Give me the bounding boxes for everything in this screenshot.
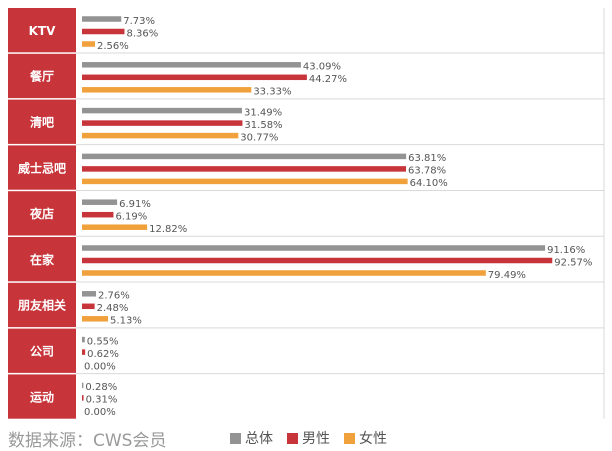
legend-item-male: 男性 <box>287 428 330 448</box>
category-background <box>8 53 76 99</box>
data-label: 30.77% <box>240 132 278 143</box>
category-row: 在家 91.16%92.57% 79.49% <box>8 237 604 283</box>
category-label: 朋友相关 <box>17 298 66 313</box>
category-background <box>8 145 76 190</box>
category-row: KTV 7.73%8.36% 2.56% <box>8 8 604 54</box>
legend-swatch-female <box>344 432 355 444</box>
bar-overall <box>82 382 84 389</box>
data-label: 0.55% <box>87 336 119 347</box>
bar-overall <box>82 199 118 205</box>
category-row: 威士忌吧 63.81% 63.78%64.10% <box>8 145 604 191</box>
bar-male <box>82 166 407 172</box>
category-background <box>8 328 76 373</box>
data-label: 5.13% <box>110 316 142 327</box>
data-source: 数据来源：CWS会员 <box>8 431 167 451</box>
data-label: 91.16% <box>547 245 585 256</box>
legend-label-female: 女性 <box>359 431 387 447</box>
bar-female <box>82 224 148 230</box>
category-background <box>8 191 76 236</box>
legend-label-overall: 总体 <box>245 431 273 447</box>
category-background <box>8 99 76 144</box>
bar-female <box>82 316 109 322</box>
data-label: 31.49% <box>244 107 282 118</box>
data-label: 12.82% <box>149 224 187 235</box>
bar-overall <box>82 336 85 343</box>
chart-footer: 数据来源：CWS会员 总体 男性 女性 <box>0 424 612 451</box>
data-label: 31.58% <box>244 120 282 131</box>
category-row: 公司 0.55% 0.62%0.00% <box>8 328 604 375</box>
bar-male <box>82 74 307 81</box>
data-label: 0.62% <box>87 349 119 360</box>
category-row: 朋友相关 2.76%2.48% 5.13% <box>8 282 604 329</box>
category-label: KTV <box>29 24 56 38</box>
data-label: 92.57% <box>554 257 592 268</box>
legend-item-female: 女性 <box>344 428 387 448</box>
bar-female <box>82 132 239 139</box>
category-background <box>8 282 76 328</box>
bar-female <box>82 41 96 47</box>
data-label: 63.78% <box>408 166 446 177</box>
category-row: 运动 0.28% 0.31%0.00% <box>8 374 118 419</box>
category-row: 夜店 6.91%6.19%12.82% <box>8 191 604 237</box>
legend: 总体 男性 女性 <box>230 428 387 448</box>
bar-overall <box>82 291 97 297</box>
data-label: 8.36% <box>126 28 158 39</box>
bar-overall <box>82 107 242 114</box>
bar-female <box>82 270 486 276</box>
data-label: 0.00% <box>84 361 116 372</box>
category-label: 公司 <box>30 345 54 359</box>
legend-item-overall: 总体 <box>230 428 273 448</box>
bar-overall <box>82 245 546 251</box>
data-label: 2.56% <box>97 41 129 52</box>
bar-male <box>82 395 84 401</box>
data-label: 0.00% <box>84 407 116 418</box>
legend-label-male: 男性 <box>302 431 330 447</box>
chart-rows: KTV7.73%8.36%2.56%餐厅43.09%44.27%33.33%清吧… <box>8 8 605 419</box>
bar-overall <box>82 62 301 68</box>
data-label: 6.19% <box>115 211 147 222</box>
bar-male <box>82 120 243 126</box>
category-label: 清吧 <box>30 115 54 130</box>
bar-male <box>82 303 95 310</box>
data-label: 7.73% <box>123 16 155 27</box>
bar-male <box>82 257 553 264</box>
bar-overall <box>82 153 407 160</box>
bar-male <box>82 211 114 218</box>
category-background <box>8 8 76 53</box>
data-label: 63.81% <box>408 153 446 164</box>
data-label: 2.76% <box>98 291 130 302</box>
category-label: 夜店 <box>29 206 54 221</box>
category-label: 运动 <box>30 390 54 404</box>
category-row: 餐厅 43.09%44.27% 33.33% <box>8 53 604 100</box>
category-label: 在家 <box>30 252 55 267</box>
bar-overall <box>82 16 122 22</box>
category-background <box>8 374 76 419</box>
data-label: 44.27% <box>309 74 347 85</box>
data-label: 2.48% <box>97 303 129 314</box>
data-label: 79.49% <box>488 270 526 281</box>
category-label: 餐厅 <box>30 69 54 84</box>
bar-chart: KTV7.73%8.36%2.56%餐厅43.09%44.27%33.33%清吧… <box>8 8 605 419</box>
bar-female <box>82 87 252 93</box>
legend-swatch-overall <box>230 432 241 444</box>
data-label: 43.09% <box>303 62 341 73</box>
bar-male <box>82 349 86 355</box>
category-background <box>8 237 76 282</box>
category-row: 清吧 31.49% 31.58%30.77% <box>8 99 604 146</box>
bar-male <box>82 28 125 35</box>
data-label: 33.33% <box>253 87 291 98</box>
legend-swatch-male <box>287 432 298 444</box>
bar-female <box>82 178 408 185</box>
data-label: 0.31% <box>86 395 118 406</box>
data-label: 64.10% <box>410 178 448 189</box>
data-label: 6.91% <box>119 199 151 210</box>
data-label: 0.28% <box>85 382 117 393</box>
category-label: 威士忌吧 <box>18 160 66 175</box>
